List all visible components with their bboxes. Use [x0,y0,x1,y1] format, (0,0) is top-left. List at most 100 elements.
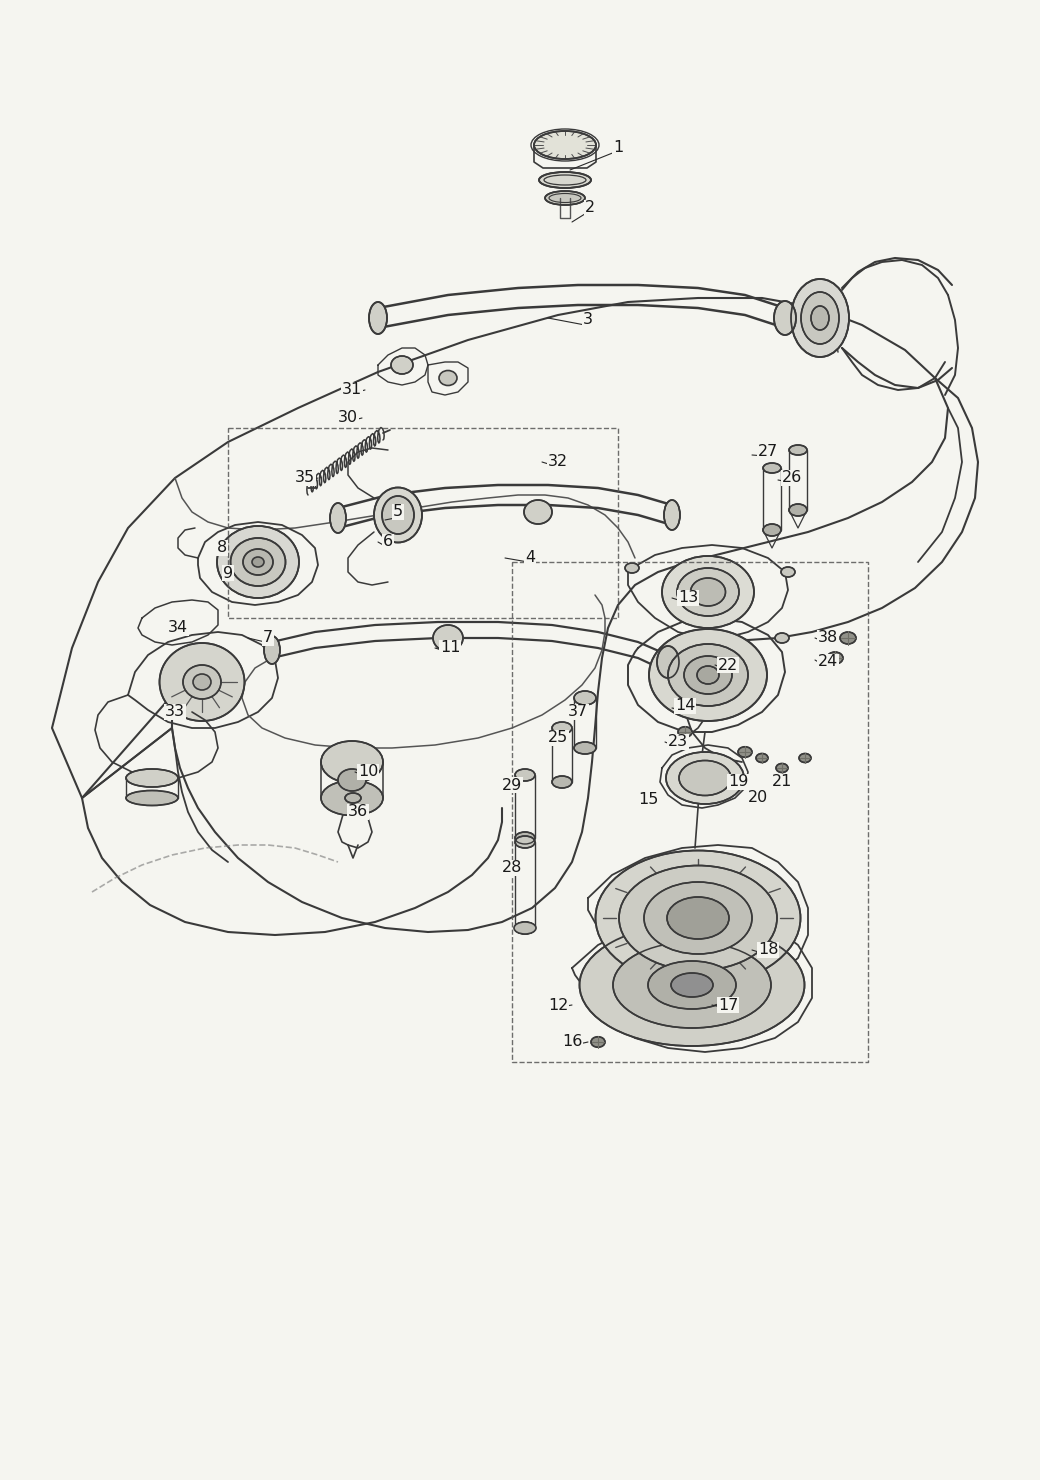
Text: 7: 7 [263,630,274,645]
Text: 11: 11 [440,641,461,656]
Ellipse shape [666,752,744,804]
Ellipse shape [574,691,596,704]
Ellipse shape [433,625,463,651]
Text: 19: 19 [728,774,748,789]
Text: 6: 6 [383,534,393,549]
Ellipse shape [811,306,829,330]
Text: 12: 12 [548,998,568,1012]
Ellipse shape [231,539,286,586]
Ellipse shape [591,1037,605,1048]
Text: 14: 14 [675,699,695,713]
Ellipse shape [391,357,413,374]
Ellipse shape [827,653,843,665]
Ellipse shape [126,770,178,787]
Ellipse shape [321,741,383,783]
Text: 28: 28 [502,860,522,876]
Ellipse shape [382,496,414,534]
Ellipse shape [243,549,272,576]
Ellipse shape [345,793,361,804]
Ellipse shape [791,280,849,357]
Text: 22: 22 [718,657,738,672]
Text: 33: 33 [165,704,185,719]
Ellipse shape [648,961,736,1009]
Text: 16: 16 [562,1035,582,1049]
Ellipse shape [738,747,752,758]
Ellipse shape [619,866,777,971]
Text: 10: 10 [358,765,379,780]
Ellipse shape [515,922,535,934]
Ellipse shape [264,636,280,665]
Ellipse shape [321,780,383,815]
Ellipse shape [545,191,584,206]
Text: 2: 2 [584,200,595,216]
Text: 34: 34 [167,620,188,635]
Text: 15: 15 [638,792,658,808]
Text: 35: 35 [295,471,315,485]
Text: 29: 29 [502,777,522,792]
Ellipse shape [183,665,222,699]
Ellipse shape [515,770,535,781]
Text: 1: 1 [613,141,623,155]
Ellipse shape [679,761,731,796]
Text: 13: 13 [678,591,698,605]
Text: 38: 38 [817,630,838,645]
Ellipse shape [524,500,552,524]
Ellipse shape [789,505,807,517]
Ellipse shape [664,500,680,530]
Ellipse shape [662,556,754,628]
Text: 21: 21 [772,774,792,789]
Ellipse shape [579,924,805,1046]
Ellipse shape [644,882,752,955]
Text: 18: 18 [758,943,778,958]
Ellipse shape [775,633,789,642]
Ellipse shape [776,764,788,773]
Text: 36: 36 [348,805,368,820]
Text: 23: 23 [668,734,688,749]
Ellipse shape [677,568,739,616]
Ellipse shape [678,727,692,737]
Ellipse shape [613,941,771,1029]
Text: 9: 9 [223,565,233,580]
Ellipse shape [649,629,768,721]
Text: 27: 27 [758,444,778,459]
Text: 24: 24 [817,654,838,669]
Ellipse shape [840,632,856,644]
Ellipse shape [691,579,726,605]
Ellipse shape [514,922,536,934]
Text: 3: 3 [583,312,593,327]
Text: 25: 25 [548,731,568,746]
Text: 5: 5 [393,505,404,519]
Text: 37: 37 [568,704,588,719]
Ellipse shape [193,673,211,690]
Ellipse shape [625,562,639,573]
Text: 4: 4 [525,551,535,565]
Ellipse shape [667,897,729,938]
Ellipse shape [515,832,535,844]
Ellipse shape [515,836,535,848]
Ellipse shape [697,666,719,684]
Ellipse shape [126,790,178,805]
Ellipse shape [763,463,781,474]
Ellipse shape [552,776,572,787]
Ellipse shape [217,525,300,598]
Text: 31: 31 [342,382,362,398]
Ellipse shape [252,556,264,567]
Text: 17: 17 [718,998,738,1012]
Ellipse shape [369,302,387,334]
Ellipse shape [330,503,346,533]
Ellipse shape [801,292,839,343]
Ellipse shape [774,300,796,334]
Text: 20: 20 [748,790,769,805]
Ellipse shape [763,524,781,536]
Ellipse shape [574,741,596,753]
Text: 32: 32 [548,454,568,469]
Text: 30: 30 [338,410,358,426]
Ellipse shape [338,770,366,790]
Ellipse shape [439,370,457,385]
Ellipse shape [657,645,679,678]
Ellipse shape [374,487,422,543]
Ellipse shape [596,851,801,986]
Ellipse shape [534,132,596,158]
Ellipse shape [781,567,795,577]
Text: 26: 26 [782,471,802,485]
